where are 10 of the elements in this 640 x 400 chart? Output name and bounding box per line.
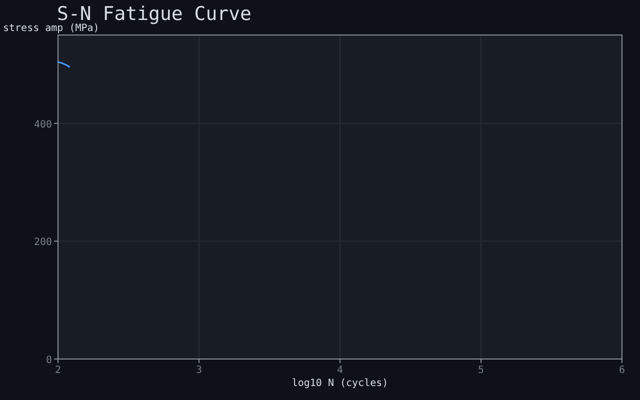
x-tick-label: 3 xyxy=(196,365,202,376)
x-tick-label: 6 xyxy=(618,365,626,376)
y-tick-label: 0 xyxy=(46,355,52,366)
y-tick-label: 400 xyxy=(34,119,52,130)
x-tick-label: 2 xyxy=(54,365,62,376)
x-tick-label: 5 xyxy=(478,365,484,376)
y-tick-label: 200 xyxy=(34,237,52,248)
x-axis-title: log10 N (cycles) xyxy=(292,378,388,389)
x-tick-label: 4 xyxy=(336,365,344,376)
y-axis-title: stress amp (MPa) xyxy=(3,23,100,34)
